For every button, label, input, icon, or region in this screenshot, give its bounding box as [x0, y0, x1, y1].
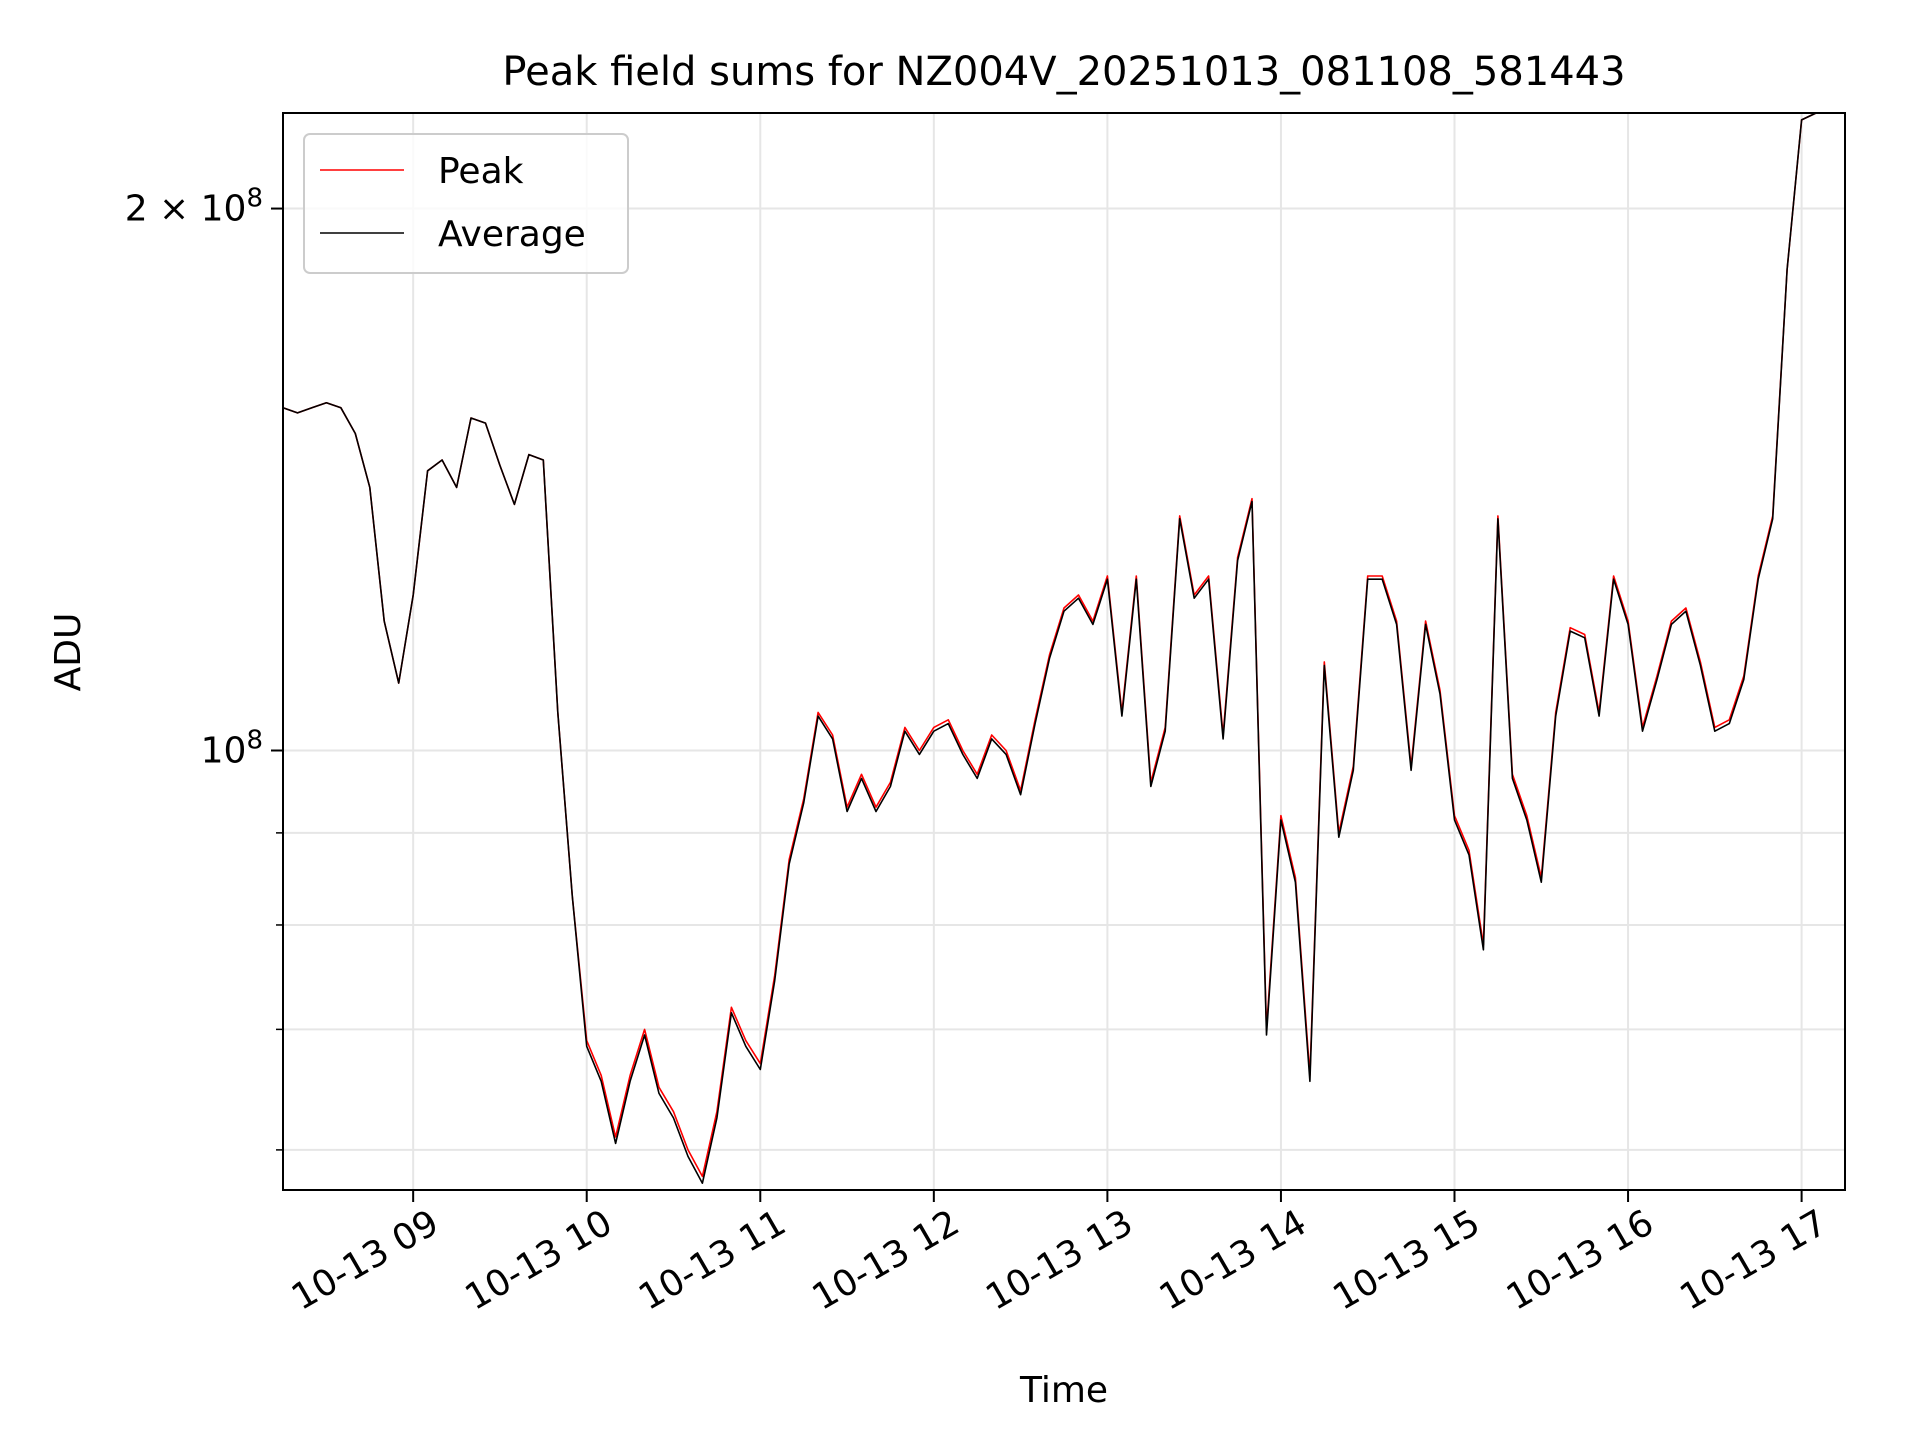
y-tick-label: 2 × 108	[125, 184, 263, 230]
series-line-average	[282, 112, 1831, 1184]
y-axis-label: ADU	[48, 613, 89, 692]
series-lines	[282, 112, 1831, 1184]
plot-frame	[282, 112, 1846, 1191]
legend-label-peak: Peak	[438, 151, 524, 192]
grid-lines	[283, 113, 1845, 1190]
legend-box	[303, 133, 629, 274]
legend-label-average: Average	[438, 214, 586, 255]
y-tick-label: 108	[201, 726, 263, 772]
chart-title: Peak field sums for NZ004V_20251013_0811…	[502, 49, 1625, 95]
x-axis-label: Time	[1019, 1370, 1108, 1411]
legend: Peak Average	[303, 133, 629, 274]
